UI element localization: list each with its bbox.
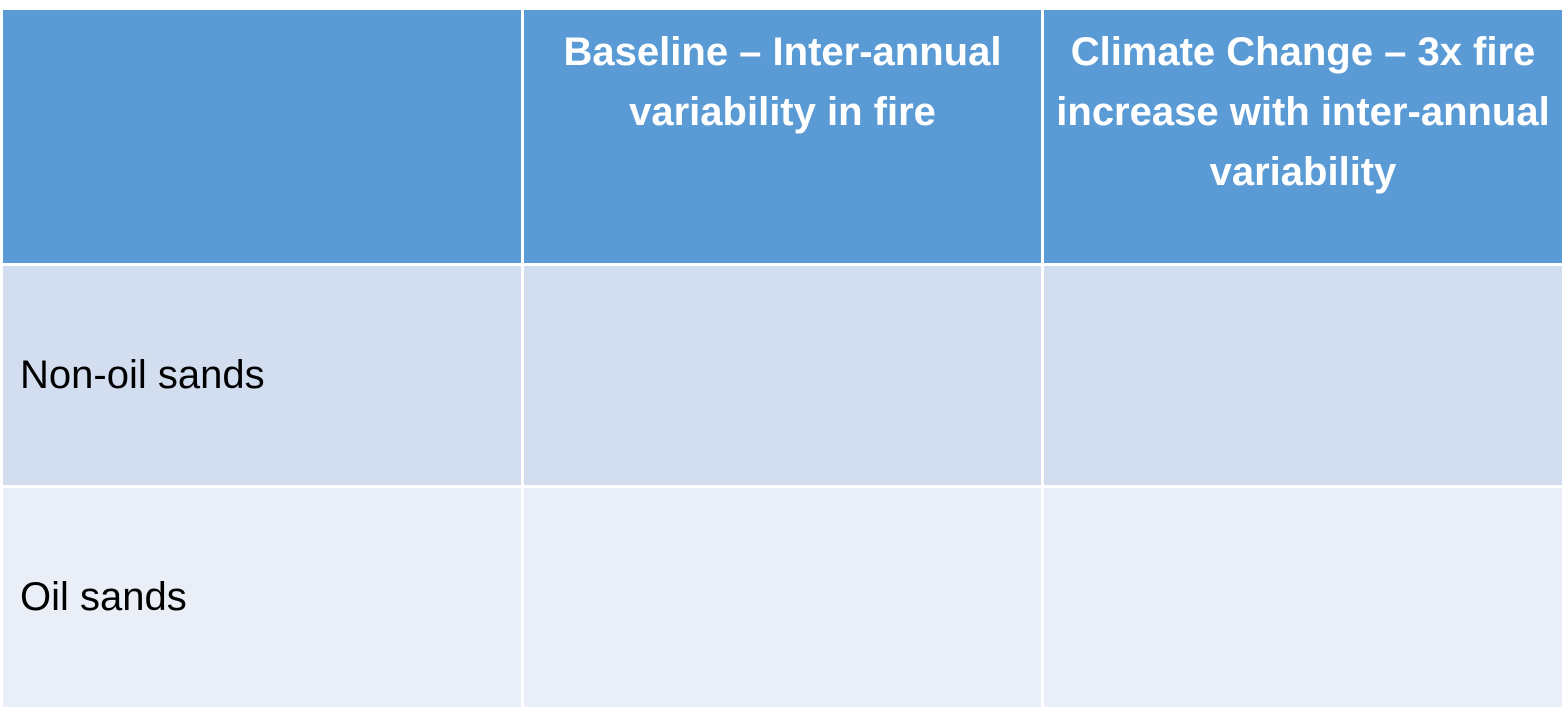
table-header-row: Baseline – Inter-annual variability in f… <box>0 7 1565 266</box>
row-label-non-oil-sands: Non-oil sands <box>0 263 524 488</box>
header-cell-empty <box>0 7 524 266</box>
row-label-oil-sands: Oil sands <box>0 485 524 710</box>
table-row: Non-oil sands <box>0 263 1565 488</box>
table-row: Oil sands <box>0 485 1565 710</box>
table-cell <box>1041 263 1565 488</box>
header-cell-baseline: Baseline – Inter-annual variability in f… <box>521 7 1044 266</box>
table-cell <box>521 263 1044 488</box>
header-cell-climate-change: Climate Change – 3x fire increase with i… <box>1041 7 1565 266</box>
table-container: Baseline – Inter-annual variability in f… <box>0 7 1565 710</box>
comparison-table: Baseline – Inter-annual variability in f… <box>0 7 1565 710</box>
table-cell <box>1041 485 1565 710</box>
table-cell <box>521 485 1044 710</box>
